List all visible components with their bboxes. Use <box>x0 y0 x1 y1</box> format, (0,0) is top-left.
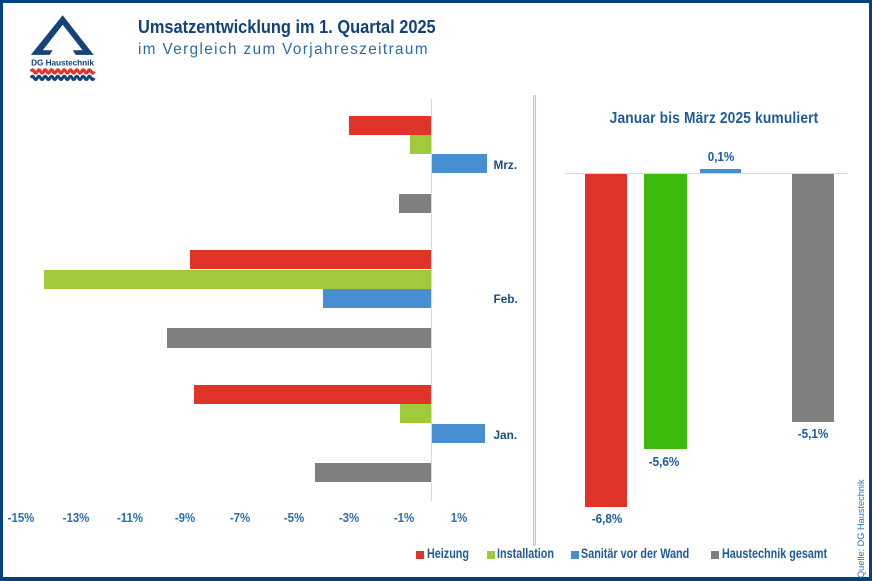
svg-text:DG Haustechnik: DG Haustechnik <box>31 58 94 68</box>
